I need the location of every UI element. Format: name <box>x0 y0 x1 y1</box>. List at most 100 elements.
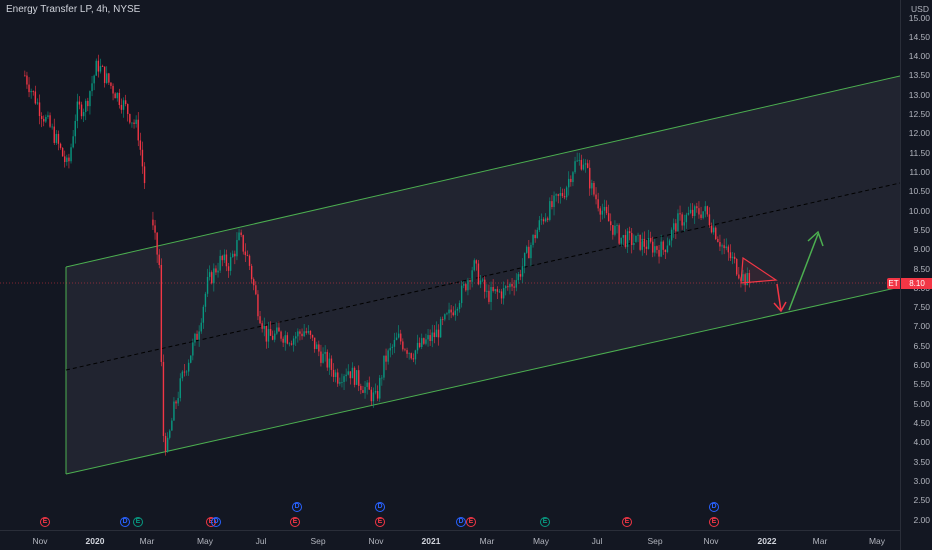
time-tick: Jul <box>591 536 603 546</box>
candle-body <box>307 330 310 333</box>
candle-body <box>381 377 383 379</box>
candle-body <box>612 225 614 235</box>
candle-body <box>114 93 116 99</box>
up-arrow[interactable] <box>788 230 824 311</box>
candle-body <box>61 147 64 157</box>
candle-body <box>423 338 425 344</box>
candle-body <box>473 260 475 271</box>
price-chart[interactable] <box>0 0 900 530</box>
candle-body <box>200 322 202 332</box>
dividend-marker[interactable]: D <box>709 502 719 512</box>
candle-body <box>202 306 205 323</box>
candle-body <box>467 280 469 291</box>
candle-body <box>656 246 658 250</box>
candle-body <box>536 229 538 239</box>
channel-midline[interactable] <box>65 182 900 371</box>
candle-body <box>66 157 68 163</box>
candle-body <box>177 398 179 404</box>
candle-body <box>578 159 580 161</box>
candle-body <box>141 149 144 167</box>
price-tick: 14.00 <box>908 51 930 62</box>
candle-body <box>673 223 675 230</box>
earnings-marker[interactable]: E <box>466 517 476 527</box>
candle-body <box>313 337 316 349</box>
candle-body <box>345 374 347 377</box>
candle-body <box>404 349 406 351</box>
channel-upper-line[interactable] <box>65 75 900 268</box>
candle-body <box>691 209 694 216</box>
candle-body <box>614 225 616 235</box>
candle-body <box>133 122 135 125</box>
earnings-marker[interactable]: E <box>40 517 50 527</box>
price-tick: 3.50 <box>913 456 930 467</box>
candle-body <box>68 157 70 162</box>
candle-body <box>452 312 454 316</box>
candle-body <box>395 337 398 340</box>
earnings-marker[interactable]: E <box>622 517 632 527</box>
time-axis[interactable]: Nov 2020 Mar May Jul Sep Nov 2021 Mar May Jul Sep No… <box>0 530 900 550</box>
candle-body <box>561 193 564 197</box>
descending-triangle[interactable] <box>740 256 778 284</box>
candle-body <box>702 211 704 218</box>
candle-body <box>257 294 259 317</box>
price-tick: 10.50 <box>908 186 930 197</box>
candle-body <box>641 238 643 250</box>
candle-body <box>736 258 738 275</box>
candle-body <box>288 343 291 345</box>
time-tick: Sep <box>310 536 326 546</box>
earnings-marker[interactable]: E <box>709 517 719 527</box>
candle-body <box>437 329 440 338</box>
channel-lower-line[interactable] <box>65 286 900 475</box>
candle-body <box>481 279 484 281</box>
price-axis[interactable]: USD 15.00 14.50 14.00 13.50 13.00 12.50 12.00 1… <box>900 0 932 550</box>
candle-body <box>238 232 240 241</box>
earnings-marker[interactable]: E <box>540 517 550 527</box>
dividend-marker[interactable]: D <box>456 517 466 527</box>
candle-body <box>603 206 606 211</box>
earnings-marker[interactable]: E <box>133 517 143 527</box>
candle-body <box>408 353 410 354</box>
candle-body <box>38 102 41 117</box>
candle-body <box>652 241 654 253</box>
candle-body <box>255 285 257 295</box>
candle-body <box>286 335 289 344</box>
dividend-marker[interactable]: D <box>375 502 385 512</box>
candle-body <box>654 246 656 253</box>
candle-body <box>324 351 326 354</box>
earnings-marker[interactable]: E <box>375 517 385 527</box>
candle-body <box>616 225 618 227</box>
dividend-marker[interactable]: D <box>120 517 130 527</box>
candle-body <box>70 147 72 162</box>
candle-body <box>647 238 650 249</box>
candle-body <box>72 136 74 148</box>
candle-body <box>341 381 343 383</box>
candle-body <box>131 122 133 124</box>
candle-body <box>271 335 274 340</box>
candle-body <box>366 382 368 388</box>
candle-body <box>250 265 253 280</box>
candle-body <box>496 289 499 292</box>
chart-area[interactable]: Energy Transfer LP, 4h, NYSE ET <box>0 0 900 530</box>
candle-body <box>425 339 427 344</box>
dividend-marker[interactable]: D <box>292 502 302 512</box>
earnings-marker[interactable]: E <box>290 517 300 527</box>
down-arrow[interactable] <box>773 283 787 313</box>
candle-body <box>605 206 608 214</box>
candle-body <box>448 309 450 314</box>
candle-body <box>719 242 721 247</box>
candle-body <box>607 213 610 222</box>
candle-body <box>666 245 669 253</box>
candle-body <box>677 213 679 232</box>
candle-body <box>584 163 587 165</box>
candle-body <box>620 237 622 244</box>
channel-fill[interactable] <box>66 76 900 474</box>
candle-body <box>591 182 593 189</box>
dividend-marker[interactable]: D <box>211 517 221 527</box>
candle-body <box>599 208 601 215</box>
candle-body <box>433 332 436 338</box>
candle-body <box>303 331 305 337</box>
candle-body <box>57 133 60 144</box>
candle-body <box>639 234 641 250</box>
candle-body <box>353 367 356 385</box>
